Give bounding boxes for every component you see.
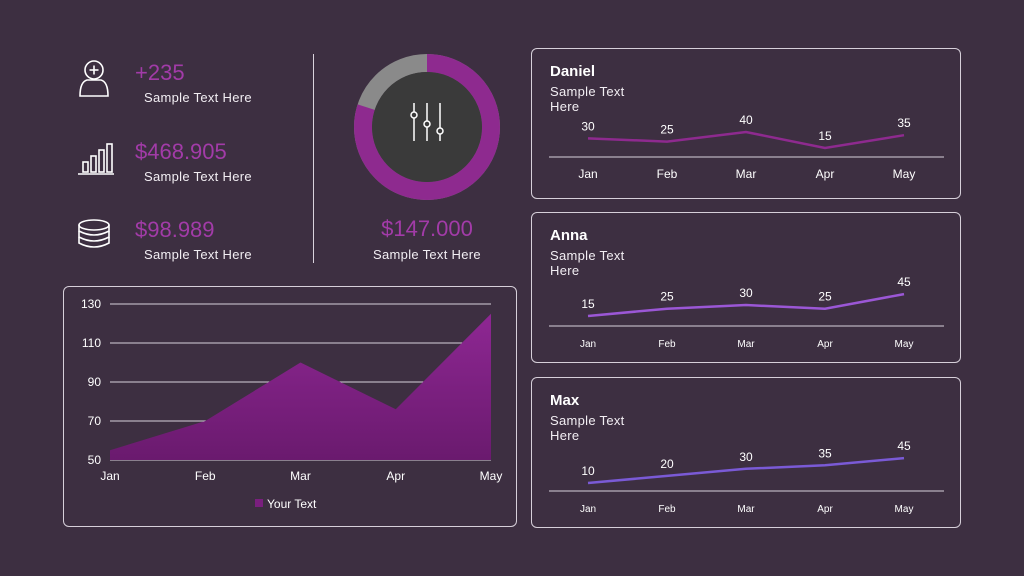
bar-chart-icon [78,143,114,175]
daniel-panel: Daniel Sample Text Here 30 25 40 15 35 Jan Feb… [531,48,961,199]
daniel-line-chart: 30 25 40 15 35 Jan Feb Mar Apr May [549,113,944,181]
data-label: 35 [897,116,911,130]
data-label: 10 [581,464,595,478]
x-tick-label: Jan [580,504,596,515]
kpi-value: $468.905 [135,139,227,164]
x-tick-label: Mar [737,504,755,515]
y-tick-label: 70 [88,414,102,428]
line-series [587,456,905,485]
coins-stack-icon [78,219,110,248]
data-label: 25 [660,123,674,137]
panel-title: Daniel [550,63,596,80]
panel-title: Anna [550,227,588,244]
data-label: 25 [818,290,832,304]
y-tick-label: 110 [82,336,101,350]
panel-subtitle: Sample Text Here [550,413,625,443]
vertical-divider [313,54,314,263]
data-label: 15 [818,129,832,143]
donut-progress [354,54,500,200]
area-chart: 50 70 90 110 130 Jan Feb Mar Apr May Your Text [81,297,503,511]
x-tick-label: Apr [386,469,405,483]
x-tick-label: May [895,339,914,350]
area-series [110,313,491,460]
x-tick-label: May [480,469,503,483]
legend-swatch [255,499,263,507]
line-series [587,130,905,150]
line-series [587,292,905,318]
x-tick-label: Feb [657,167,678,181]
x-tick-label: Mar [290,469,311,483]
x-tick-label: Apr [817,504,833,515]
data-label: 30 [739,450,753,464]
x-tick-label: Mar [736,167,757,181]
panel-subtitle: Sample Text Here [550,248,625,278]
data-label: 20 [660,457,674,471]
anna-panel: Anna Sample Text Here 15 25 30 25 45 Jan Feb Ma… [531,212,961,363]
kpi-value: $98.989 [135,217,215,242]
kpi-value: +235 [135,60,185,85]
x-tick-label: Feb [195,469,216,483]
data-label: 15 [581,297,595,311]
max-panel: Max Sample Text Here 10 20 30 35 45 Jan Feb Mar… [531,377,961,528]
x-tick-label: Mar [737,339,755,350]
sliders-icon [410,103,444,141]
data-label: 40 [739,113,753,127]
area-chart-panel: 50 70 90 110 130 Jan Feb Mar Apr May Your Text [63,286,517,527]
data-label: 35 [818,446,832,460]
x-tick-label: Apr [817,339,833,350]
x-tick-label: May [893,167,916,181]
kpi-label: Sample Text Here [144,169,252,184]
x-tick-label: Feb [658,504,676,515]
x-tick-label: Feb [658,339,676,350]
y-tick-label: 130 [81,297,101,311]
data-label: 30 [739,286,753,300]
center-label: Sample Text Here [373,247,481,262]
legend-label: Your Text [267,497,317,511]
kpi-label: Sample Text Here [144,90,252,105]
max-line-chart: 10 20 30 35 45 Jan Feb Mar Apr May [549,439,944,515]
anna-line-chart: 15 25 30 25 45 Jan Feb Mar Apr May [549,275,944,350]
donut-gauge [354,54,500,200]
data-label: 45 [897,439,911,453]
panel-title: Max [550,392,580,409]
y-tick-label: 50 [88,453,102,467]
center-value: $147.000 [381,216,473,241]
user-add-icon [79,60,109,97]
x-tick-label: Apr [816,167,835,181]
x-tick-label: Jan [100,469,119,483]
y-tick-label: 90 [88,375,102,389]
x-tick-label: May [895,504,914,515]
x-tick-label: Jan [580,339,596,350]
panel-subtitle: Sample Text Here [550,84,625,114]
data-label: 25 [660,290,674,304]
kpi-label: Sample Text Here [144,247,252,262]
data-label: 45 [897,275,911,289]
data-label: 30 [581,119,595,133]
x-tick-label: Jan [578,167,597,181]
